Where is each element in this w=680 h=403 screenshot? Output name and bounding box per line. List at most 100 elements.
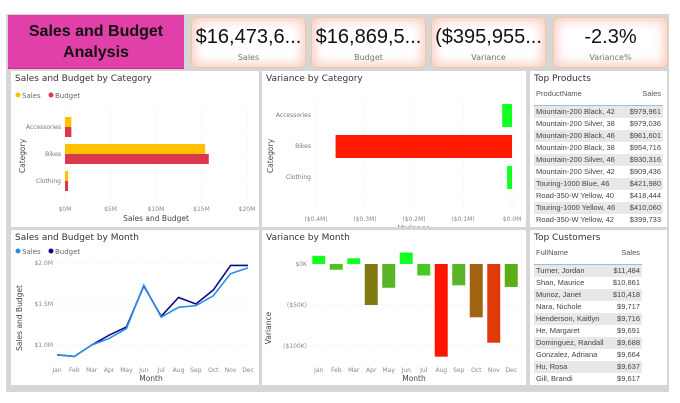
- bar-variance-feb[interactable]: [329, 264, 343, 270]
- bar-budget-clothing[interactable]: [65, 181, 69, 191]
- y-tick-label: ($100K): [283, 343, 307, 350]
- kpi-variance-card[interactable]: ($395,955... Variance: [431, 17, 546, 68]
- x-tick-label: $10M: [148, 206, 165, 213]
- cell-sales: $9,617: [617, 374, 640, 383]
- legend-budget-marker[interactable]: [48, 248, 54, 254]
- table-row[interactable]: Munoz, Janet $10,418: [534, 289, 642, 301]
- table-row[interactable]: Nara, Nichole $9,717: [534, 301, 642, 313]
- table-row[interactable]: Shan, Maurice $10,861: [534, 277, 642, 289]
- table-row[interactable]: Hu, Rosa $9,637: [534, 361, 642, 373]
- cell-sales: $954,716: [629, 143, 661, 152]
- variance-by-category-chart[interactable]: Variance by Category ($0.4M) ($0.3M) ($0.2…: [262, 71, 526, 233]
- x-tick-label: Aug: [435, 367, 447, 374]
- cell-sales: $9,717: [617, 302, 640, 311]
- y-tick-label: $0K: [295, 261, 308, 268]
- kpi-variance-pct-card[interactable]: -2.3% Variance%: [553, 17, 668, 68]
- x-tick-label: May: [120, 367, 133, 374]
- cell-name: Henderson, Kaitlyn: [536, 314, 600, 323]
- line-budget[interactable]: [56, 264, 248, 358]
- table-row[interactable]: Road-350-W Yellow, 40 $418,444: [534, 190, 663, 202]
- legend-sales-marker[interactable]: [15, 248, 21, 254]
- sales-budget-by-month-chart[interactable]: Sales and Budget by Month Sales Budget $1.…: [11, 230, 259, 385]
- table-row[interactable]: Mountain-200 Silver, 38 $979,036: [534, 118, 663, 130]
- line-sales[interactable]: [56, 267, 249, 358]
- bar-variance-may[interactable]: [382, 264, 396, 288]
- x-tick-label: Aug: [173, 367, 185, 374]
- bar-variance-jul[interactable]: [417, 264, 431, 276]
- cell-sales: $979,961: [629, 107, 661, 116]
- chart-title: Sales and Budget by Month: [15, 233, 139, 243]
- table-row[interactable]: Road-350-W Yellow, 42 $399,733: [534, 214, 663, 226]
- cell-sales: $9,664: [617, 350, 640, 359]
- cell-name: Mountain-200 Silver, 42: [536, 167, 615, 176]
- table-row[interactable]: Mountain-200 Black, 38 $954,716: [534, 142, 663, 154]
- cell-name: Mountain-200 Silver, 38: [536, 119, 615, 128]
- table-row[interactable]: Mountain-200 Silver, 42 $909,436: [534, 166, 663, 178]
- bar-variance-oct[interactable]: [469, 264, 483, 318]
- bar-budget-accessories[interactable]: [65, 127, 72, 137]
- column-header-sales[interactable]: Sales: [642, 89, 661, 98]
- bar-variance-nov[interactable]: [487, 264, 501, 343]
- sales-budget-by-category-chart[interactable]: Sales and Budget by Category Sales Budget…: [11, 71, 259, 227]
- table-row[interactable]: He, Margaret $9,691: [534, 325, 642, 337]
- bar-variance-dec[interactable]: [504, 264, 518, 287]
- table-title: Top Customers: [534, 233, 601, 243]
- top-customers-table[interactable]: Top Customers FullName Sales Turner, Jorda…: [530, 230, 667, 385]
- bar-variance-apr[interactable]: [364, 264, 378, 305]
- cell-name: Touring-1000 Yellow, 46: [536, 203, 616, 212]
- table-row[interactable]: Gonzalez, Adriana $9,664: [534, 349, 642, 361]
- table-row[interactable]: Touring-1000 Blue, 46 $421,980: [534, 178, 663, 190]
- kpi-label: Variance%: [589, 53, 632, 62]
- bar-variance-aug[interactable]: [434, 264, 448, 357]
- cell-name: Mountain-200 Black, 42: [536, 107, 615, 116]
- x-tick-label: ($0.3M): [353, 216, 376, 223]
- bar-sales-clothing[interactable]: [65, 171, 69, 181]
- top-products-table[interactable]: Top Products ProductName Sales Mountain-20…: [530, 71, 667, 227]
- kpi-sales-card[interactable]: $16,473,6... Sales: [191, 17, 306, 68]
- table-row[interactable]: Mountain-200 Black, 46 $961,601: [534, 130, 663, 142]
- cell-name: Hu, Rosa: [536, 362, 568, 371]
- chart-title: Sales and Budget by Category: [15, 74, 152, 84]
- column-header-name[interactable]: FullName: [536, 248, 569, 257]
- cell-name: Mountain-200 Black, 38: [536, 143, 615, 152]
- bar-variance-jun[interactable]: [399, 252, 413, 264]
- x-tick-label: May: [383, 367, 396, 374]
- table-row[interactable]: Henderson, Kaitlyn $9,716: [534, 313, 642, 325]
- kpi-budget-card[interactable]: $16,869,5... Budget: [311, 17, 426, 68]
- cell-name: Road-350-W Yellow, 42: [536, 215, 614, 224]
- bar-budget-bikes[interactable]: [65, 154, 209, 164]
- bar-variance-clothing[interactable]: [507, 166, 512, 189]
- legend-budget-marker[interactable]: [48, 92, 54, 98]
- bar-variance-bikes[interactable]: [335, 135, 512, 158]
- cell-name: He, Margaret: [536, 326, 580, 335]
- cell-sales: $11,484: [613, 266, 640, 275]
- x-tick-label: Feb: [331, 367, 342, 374]
- y-tick-label: Accessories: [26, 124, 61, 131]
- table-row[interactable]: Turner, Jordan $11,484: [534, 265, 642, 277]
- bar-variance-accessories[interactable]: [502, 104, 512, 127]
- table-row[interactable]: Mountain-200 Silver, 46 $930,316: [534, 154, 663, 166]
- kpi-value: -2.3%: [584, 26, 637, 48]
- y-tick-label: $1.5M: [34, 301, 53, 308]
- bar-variance-jan[interactable]: [312, 255, 326, 264]
- table-row[interactable]: Gill, Brandi $9,617: [534, 373, 642, 385]
- variance-by-month-chart[interactable]: Variance by Month $0K ($50K) ($100K) Jan Feb…: [262, 230, 526, 385]
- column-header-sales[interactable]: Sales: [621, 248, 640, 257]
- y-axis-title: Category: [18, 138, 27, 173]
- x-tick-label: $15M: [193, 206, 210, 213]
- table-row[interactable]: Touring-1000 Yellow, 46 $410,060: [534, 202, 663, 214]
- kpi-value: ($395,955...: [435, 26, 542, 48]
- table-row[interactable]: Dominguez, Randall $9,688: [534, 337, 642, 349]
- bar-sales-accessories[interactable]: [65, 117, 72, 127]
- bar-variance-sep[interactable]: [452, 264, 466, 286]
- bar-variance-mar[interactable]: [347, 258, 361, 264]
- bar-sales-bikes[interactable]: [65, 144, 206, 154]
- y-tick-label: $1.0M: [34, 342, 53, 349]
- kpi-label: Variance: [471, 53, 506, 62]
- legend-sales-marker[interactable]: [15, 92, 21, 98]
- table-title: Top Products: [534, 74, 591, 84]
- y-axis-title: Variance: [264, 311, 273, 344]
- column-header-name[interactable]: ProductName: [536, 89, 582, 98]
- x-axis-title: Variance: [398, 224, 431, 227]
- table-row[interactable]: Mountain-200 Black, 42 $979,961: [534, 106, 663, 118]
